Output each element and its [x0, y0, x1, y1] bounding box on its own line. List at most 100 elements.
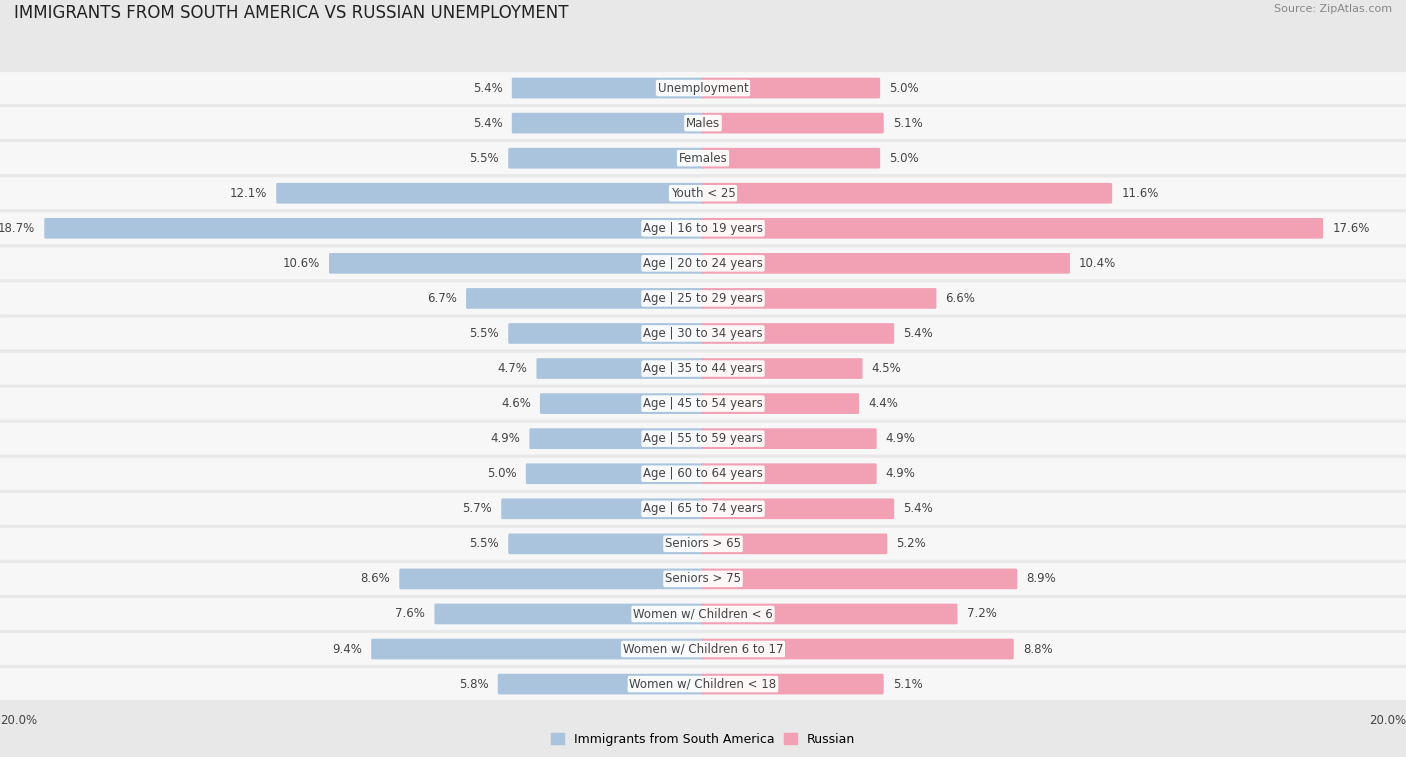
Text: IMMIGRANTS FROM SOUTH AMERICA VS RUSSIAN UNEMPLOYMENT: IMMIGRANTS FROM SOUTH AMERICA VS RUSSIAN…: [14, 4, 568, 22]
Text: 6.6%: 6.6%: [945, 292, 976, 305]
Text: 4.4%: 4.4%: [869, 397, 898, 410]
FancyBboxPatch shape: [702, 674, 884, 694]
Text: 5.1%: 5.1%: [893, 678, 922, 690]
Text: 5.5%: 5.5%: [470, 151, 499, 165]
FancyBboxPatch shape: [0, 248, 1406, 279]
FancyBboxPatch shape: [399, 569, 704, 589]
FancyBboxPatch shape: [702, 218, 1323, 238]
FancyBboxPatch shape: [329, 253, 704, 274]
FancyBboxPatch shape: [0, 177, 1406, 209]
FancyBboxPatch shape: [0, 388, 1406, 419]
Text: Youth < 25: Youth < 25: [671, 187, 735, 200]
FancyBboxPatch shape: [509, 148, 704, 169]
FancyBboxPatch shape: [0, 633, 1406, 665]
FancyBboxPatch shape: [702, 393, 859, 414]
Text: Age | 30 to 34 years: Age | 30 to 34 years: [643, 327, 763, 340]
FancyBboxPatch shape: [702, 428, 877, 449]
Text: 12.1%: 12.1%: [229, 187, 267, 200]
FancyBboxPatch shape: [0, 213, 1406, 245]
Text: 4.7%: 4.7%: [498, 362, 527, 375]
Text: 5.0%: 5.0%: [889, 82, 920, 95]
Text: 11.6%: 11.6%: [1122, 187, 1159, 200]
FancyBboxPatch shape: [0, 282, 1406, 314]
Text: 8.6%: 8.6%: [360, 572, 391, 585]
Text: 9.4%: 9.4%: [332, 643, 363, 656]
FancyBboxPatch shape: [526, 463, 704, 484]
FancyBboxPatch shape: [0, 353, 1406, 385]
Text: 8.9%: 8.9%: [1026, 572, 1056, 585]
Text: Age | 25 to 29 years: Age | 25 to 29 years: [643, 292, 763, 305]
Legend: Immigrants from South America, Russian: Immigrants from South America, Russian: [546, 727, 860, 751]
FancyBboxPatch shape: [0, 142, 1406, 174]
FancyBboxPatch shape: [498, 674, 704, 694]
FancyBboxPatch shape: [540, 393, 704, 414]
FancyBboxPatch shape: [0, 458, 1406, 490]
Text: 5.7%: 5.7%: [463, 503, 492, 516]
FancyBboxPatch shape: [502, 498, 704, 519]
FancyBboxPatch shape: [0, 317, 1406, 350]
Text: 4.9%: 4.9%: [491, 432, 520, 445]
Text: Age | 45 to 54 years: Age | 45 to 54 years: [643, 397, 763, 410]
Text: 5.4%: 5.4%: [472, 117, 503, 129]
FancyBboxPatch shape: [434, 603, 704, 625]
FancyBboxPatch shape: [45, 218, 704, 238]
Text: Seniors > 65: Seniors > 65: [665, 537, 741, 550]
Text: 18.7%: 18.7%: [0, 222, 35, 235]
FancyBboxPatch shape: [529, 428, 704, 449]
Text: 5.4%: 5.4%: [472, 82, 503, 95]
Text: 7.6%: 7.6%: [395, 607, 426, 621]
Text: Age | 55 to 59 years: Age | 55 to 59 years: [643, 432, 763, 445]
FancyBboxPatch shape: [702, 183, 1112, 204]
Text: Women w/ Children < 6: Women w/ Children < 6: [633, 607, 773, 621]
Text: Source: ZipAtlas.com: Source: ZipAtlas.com: [1274, 4, 1392, 14]
Text: 20.0%: 20.0%: [0, 714, 37, 727]
FancyBboxPatch shape: [702, 253, 1070, 274]
Text: Age | 20 to 24 years: Age | 20 to 24 years: [643, 257, 763, 269]
FancyBboxPatch shape: [0, 528, 1406, 559]
FancyBboxPatch shape: [702, 113, 884, 133]
Text: 4.9%: 4.9%: [886, 467, 915, 480]
FancyBboxPatch shape: [0, 668, 1406, 700]
FancyBboxPatch shape: [277, 183, 704, 204]
FancyBboxPatch shape: [702, 358, 863, 379]
Text: 4.9%: 4.9%: [886, 432, 915, 445]
FancyBboxPatch shape: [0, 107, 1406, 139]
FancyBboxPatch shape: [509, 323, 704, 344]
Text: Age | 60 to 64 years: Age | 60 to 64 years: [643, 467, 763, 480]
Text: 5.4%: 5.4%: [904, 327, 934, 340]
Text: Age | 16 to 19 years: Age | 16 to 19 years: [643, 222, 763, 235]
Text: 5.1%: 5.1%: [893, 117, 922, 129]
Text: 5.8%: 5.8%: [458, 678, 489, 690]
Text: Seniors > 75: Seniors > 75: [665, 572, 741, 585]
Text: Unemployment: Unemployment: [658, 82, 748, 95]
FancyBboxPatch shape: [371, 639, 704, 659]
FancyBboxPatch shape: [702, 639, 1014, 659]
Text: 17.6%: 17.6%: [1333, 222, 1369, 235]
Text: 4.5%: 4.5%: [872, 362, 901, 375]
FancyBboxPatch shape: [702, 323, 894, 344]
FancyBboxPatch shape: [702, 78, 880, 98]
Text: 5.5%: 5.5%: [470, 537, 499, 550]
FancyBboxPatch shape: [537, 358, 704, 379]
FancyBboxPatch shape: [702, 148, 880, 169]
Text: 10.6%: 10.6%: [283, 257, 321, 269]
FancyBboxPatch shape: [702, 569, 1018, 589]
FancyBboxPatch shape: [702, 534, 887, 554]
Text: 5.4%: 5.4%: [904, 503, 934, 516]
Text: Women w/ Children < 18: Women w/ Children < 18: [630, 678, 776, 690]
FancyBboxPatch shape: [702, 498, 894, 519]
FancyBboxPatch shape: [702, 603, 957, 625]
FancyBboxPatch shape: [512, 78, 704, 98]
Text: 8.8%: 8.8%: [1024, 643, 1053, 656]
Text: Women w/ Children 6 to 17: Women w/ Children 6 to 17: [623, 643, 783, 656]
FancyBboxPatch shape: [702, 288, 936, 309]
Text: 7.2%: 7.2%: [967, 607, 997, 621]
FancyBboxPatch shape: [512, 113, 704, 133]
Text: Age | 65 to 74 years: Age | 65 to 74 years: [643, 503, 763, 516]
FancyBboxPatch shape: [702, 463, 877, 484]
Text: 4.6%: 4.6%: [501, 397, 531, 410]
Text: 5.2%: 5.2%: [897, 537, 927, 550]
Text: 5.0%: 5.0%: [486, 467, 517, 480]
Text: Females: Females: [679, 151, 727, 165]
Text: 5.5%: 5.5%: [470, 327, 499, 340]
